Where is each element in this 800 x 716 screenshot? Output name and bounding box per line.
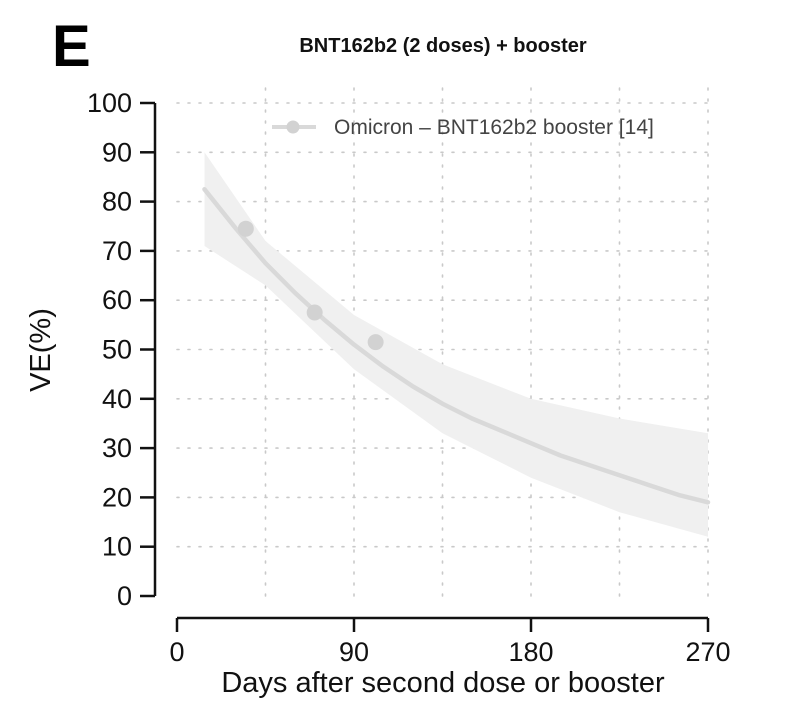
data-point-3: [367, 334, 384, 351]
fit-line-omicron: [202, 187, 711, 505]
data-point-2: [306, 304, 323, 321]
y-tick-label-0: 0: [117, 581, 132, 611]
y-tick-label-90: 90: [102, 137, 132, 167]
data-points: [237, 220, 384, 351]
x-tick-label-270: 270: [685, 637, 730, 667]
y-tick-label-70: 70: [102, 236, 132, 266]
y-tick-label-60: 60: [102, 285, 132, 315]
x-axis-label: Days after second dose or booster: [221, 667, 665, 699]
y-tick-label-50: 50: [102, 335, 132, 365]
y-tick-label-40: 40: [102, 384, 132, 414]
chart-title: BNT162b2 (2 doses) + booster: [299, 35, 587, 57]
legend: Omicron – BNT162b2 booster [14]: [272, 116, 654, 139]
y-tick-label-80: 80: [102, 187, 132, 217]
panel-label: E: [52, 14, 91, 79]
grid: [176, 87, 713, 597]
y-axis-label: VE(%): [25, 308, 57, 392]
legend-point-swatch: [286, 120, 300, 134]
data-point-1: [237, 220, 254, 237]
y-tick-label-30: 30: [102, 433, 132, 463]
x-tick-label-180: 180: [508, 637, 553, 667]
legend-entry-omicron: Omicron – BNT162b2 booster [14]: [334, 116, 654, 139]
x-tick-label-90: 90: [339, 637, 369, 667]
x-tick-label-0: 0: [169, 637, 184, 667]
y-tick-label-10: 10: [102, 532, 132, 562]
y-tick-label-20: 20: [102, 482, 132, 512]
y-tick-label-100: 100: [87, 88, 132, 118]
fit-line-layer: [202, 187, 711, 505]
axes: 0 10 20 30 40 50 60 70 80 90 100 0 90 180 270: [87, 88, 731, 667]
confidence-band: [204, 152, 708, 537]
ci-band-omicron: [204, 152, 708, 537]
